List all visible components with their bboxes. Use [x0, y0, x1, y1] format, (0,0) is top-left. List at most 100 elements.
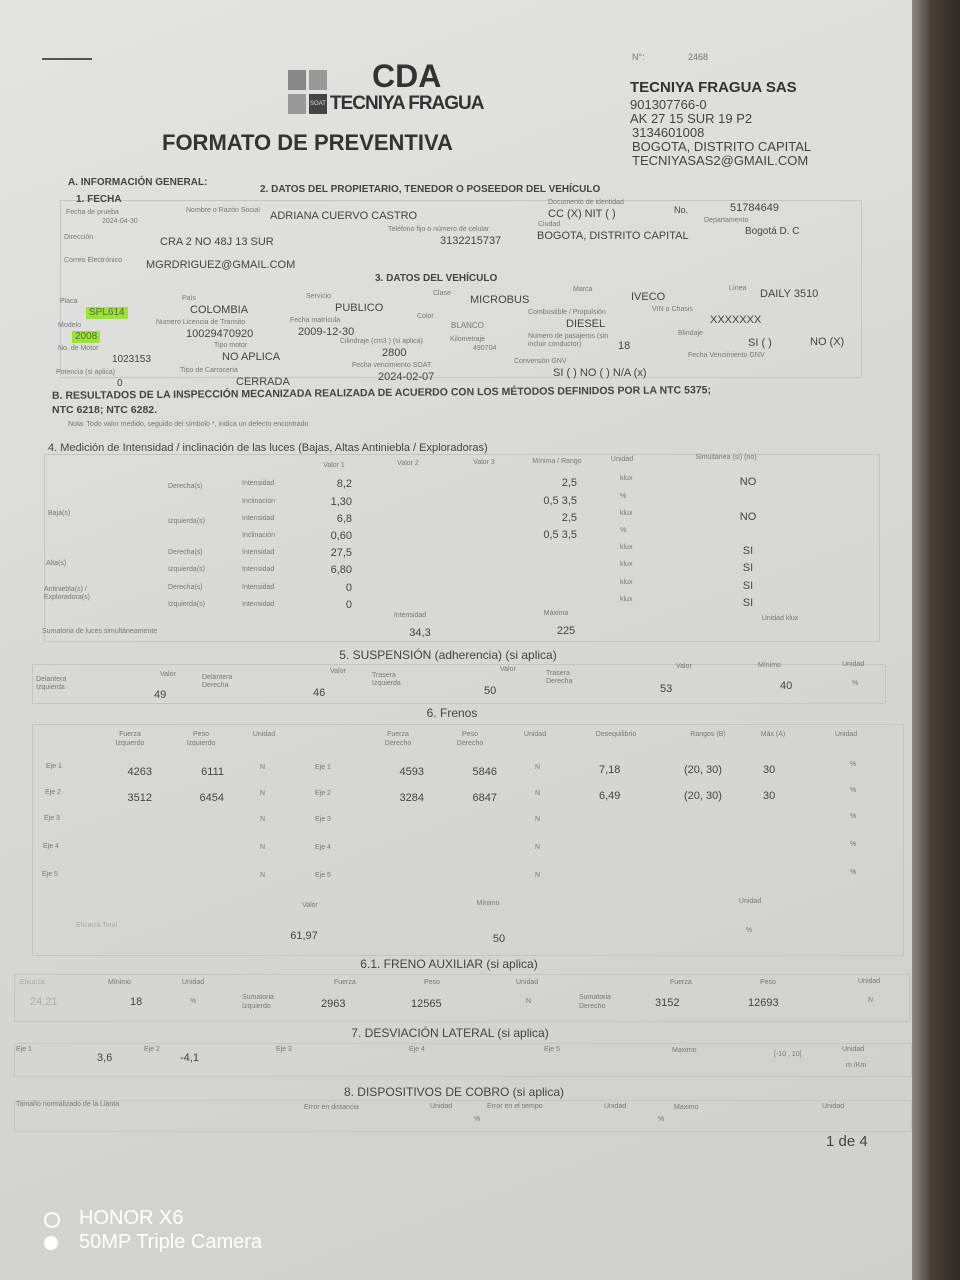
brake-unidad: N	[535, 764, 541, 771]
dev-eje3-label: Eje 3	[276, 1046, 292, 1053]
aux-der-label: Sumatoria Derecho	[579, 994, 611, 1010]
light-value1: 1,30	[330, 496, 352, 508]
brakes-minimo-label: Mínimo	[476, 900, 500, 907]
light-simultanea: SI	[742, 580, 754, 592]
dev-max-label: Maximo	[672, 1047, 697, 1054]
light-type: Intensidad	[242, 566, 275, 573]
susp-value: 46	[313, 687, 326, 699]
light-type: Inclinación	[242, 532, 276, 539]
doc-type: CC (X) NIT ( )	[548, 208, 616, 220]
aux-unidad-label: Unidad	[182, 979, 205, 986]
light-simultanea: NO	[739, 476, 757, 488]
susp-unidad-label: Unidad	[842, 661, 865, 668]
pais-label: País	[182, 295, 197, 302]
placa-value: SPL614	[86, 307, 128, 319]
potencia-value: 0	[117, 378, 123, 389]
aux-minimo: 18	[130, 996, 143, 1008]
general-info-frame	[60, 200, 862, 378]
brake-fuerza-der: 4593	[399, 766, 424, 778]
owner-phone: 3132215737	[440, 235, 502, 247]
aux-table	[14, 974, 910, 1022]
vin-value: XXXXXXX	[710, 314, 762, 326]
brake-col-header: Peso Derecho	[456, 731, 484, 747]
gnv-venc-label: Fecha Vencimiento GNV	[688, 352, 765, 359]
brake-col-header: Desequilibrio	[595, 731, 637, 738]
pasajeros-label: Numero de pasajeros (sin incluir conduct…	[528, 333, 609, 348]
brake-eje: Eje 3	[315, 816, 331, 823]
aux-eficacia-label: Eficacia	[20, 979, 45, 986]
aux-title: 6.1. FRENO AUXILIAR (si aplica)	[360, 957, 538, 971]
light-min: 2,5	[561, 512, 577, 524]
brake-unidad: N	[260, 790, 266, 797]
company-email: TECNIYASAS2@GMAIL.COM	[632, 153, 809, 168]
section-a-title: A. INFORMACIÓN GENERAL:	[68, 177, 208, 188]
suspension-title: 5. SUSPENSIÓN (adherencia) (si aplica)	[339, 648, 557, 662]
brake-col-header: Unidad	[523, 731, 547, 738]
susp-valor-label: Valor	[330, 668, 346, 675]
email-label: Correo Electrónico	[64, 257, 122, 264]
brake-eje: Eje 4	[315, 844, 331, 851]
col-minima: Mínima / Rango	[532, 458, 582, 465]
company-phone: 3134601008	[632, 125, 705, 140]
dev-eje1-label: Eje 1	[16, 1046, 32, 1053]
licencia-label: Numero Licencia de Transito	[156, 319, 246, 326]
dept-label: Departamento	[704, 217, 749, 224]
logo-icon: SOAT	[288, 70, 328, 116]
suspension-table	[32, 664, 886, 704]
city-label: Ciudad	[538, 221, 561, 228]
doc-label: Documento de identidad	[548, 199, 624, 206]
owner-dept: Bogotá D. C	[745, 226, 800, 237]
brake-eje: Eje 5	[315, 872, 331, 879]
cobro-llanta-label: Tamaño normalizado de la Llanta	[16, 1101, 120, 1108]
aux-der-unidad: N	[868, 997, 874, 1004]
watermark-dot-icon	[44, 1236, 58, 1250]
matricula-label: Fecha matrícula	[290, 317, 341, 324]
owner-address: CRA 2 NO 48J 13 SUR	[160, 236, 274, 248]
dev-max: [-10 , 10]	[774, 1051, 802, 1058]
mark-line	[42, 58, 92, 60]
number-label: N°:	[632, 52, 645, 62]
deviation-title: 7. DESVIACIÓN LATERAL (si aplica)	[351, 1026, 549, 1040]
light-type: Inclinación	[242, 498, 276, 505]
light-type: Intensidad	[242, 515, 275, 522]
cobro-dist-label: Error en distancia	[304, 1104, 359, 1111]
aux-der-peso: 12693	[748, 997, 779, 1009]
brake-unidad: N	[535, 844, 541, 851]
fecha-label: Fecha de prueba	[66, 209, 119, 216]
dev-eje5-label: Eje 5	[544, 1046, 560, 1053]
brakes-valor-label: Valor	[302, 902, 318, 909]
light-unit: klux	[620, 579, 633, 586]
linea-value: DAILY 3510	[760, 288, 819, 300]
brake-col-header: Máx (A)	[760, 731, 786, 738]
light-value1: 6,8	[336, 513, 352, 525]
page-title: FORMATO DE PREVENTIVA	[162, 130, 453, 155]
section-b-note: Nota: Todo valor medido, seguido del sím…	[68, 421, 309, 428]
clase-label: Clase	[433, 290, 451, 297]
susp-value: 53	[660, 683, 673, 695]
brake-unidad: N	[535, 816, 541, 823]
light-side: Derecha(s)	[168, 584, 203, 591]
lights-title: 4. Medición de Intensidad / inclinación …	[48, 442, 488, 454]
brake-unidad: N	[535, 872, 541, 879]
company-address: AK 27 15 SUR 19 P2	[630, 111, 753, 126]
vehicle-title: 3. DATOS DEL VEHÍCULO	[375, 273, 498, 284]
light-value1: 0	[345, 599, 352, 611]
light-min: 0,5 3,5	[543, 529, 577, 541]
brake-col-header: Fuerza Derecho	[384, 731, 412, 747]
cobro-dist-unit: %	[474, 1116, 481, 1123]
combustible-label: Combustible / Propulsión	[528, 309, 606, 316]
brakes-table	[32, 724, 904, 956]
blindaje-si: SI ( )	[748, 337, 772, 349]
col-simultanea: Simultanea (si) (no)	[695, 454, 757, 461]
motor-value: 1023153	[112, 354, 151, 365]
watermark-ring-icon	[44, 1212, 60, 1228]
dev-eje4-label: Eje 4	[409, 1046, 425, 1053]
brake-fuerza-izq: 4263	[127, 766, 152, 778]
aux-fuerza-label: Fuerza	[334, 979, 356, 986]
pasajeros-value: 18	[618, 340, 631, 352]
dev-eje2-label: Eje 2	[144, 1046, 160, 1053]
col-valor2: Valor 2	[397, 460, 419, 467]
document-paper	[0, 0, 918, 1280]
address-label: Dirección	[64, 234, 94, 241]
sum-label: Sumatoria de luces simultáneamente	[42, 628, 158, 635]
